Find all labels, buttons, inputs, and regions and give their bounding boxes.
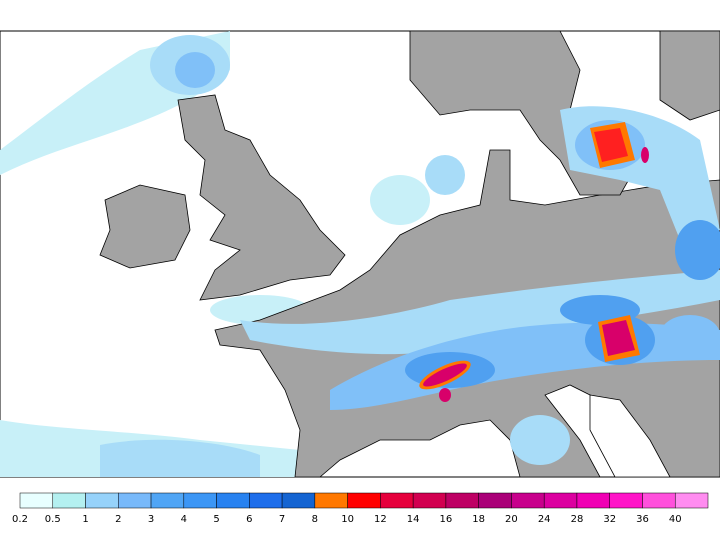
legend-tick-label: 36	[636, 514, 649, 525]
legend-swatch	[150, 492, 185, 509]
legend-swatch	[412, 492, 447, 509]
legend-swatch	[609, 492, 643, 509]
legend-tick-label: 12	[374, 514, 387, 525]
great-britain	[177, 94, 346, 301]
legend-swatch	[118, 492, 152, 509]
legend-swatch	[380, 492, 414, 509]
legend-tick-label: 2	[115, 514, 121, 525]
legend-tick-label: 0.2	[12, 514, 28, 525]
legend-swatch	[85, 492, 119, 509]
map-area	[0, 30, 720, 478]
legend-swatch	[347, 492, 381, 509]
legend-tick-label: 18	[472, 514, 485, 525]
legend-tick-label: 28	[571, 514, 584, 525]
legend-tick-label: 1	[82, 514, 88, 525]
legend-tick-label: 8	[312, 514, 318, 525]
legend-tick-label: 3	[148, 514, 154, 525]
legend-tick-label: 32	[603, 514, 616, 525]
legend-tick-label: 40	[669, 514, 682, 525]
legend-tick-label: 14	[407, 514, 420, 525]
legend-swatch	[281, 492, 316, 509]
legend-swatch	[52, 492, 86, 509]
legend-tick-label: 16	[440, 514, 453, 525]
ireland	[99, 184, 191, 269]
legend-swatch	[543, 492, 578, 509]
legend-tick-label: 10	[341, 514, 354, 525]
legend-tick-label: 5	[213, 514, 219, 525]
finland	[659, 30, 720, 121]
legend-swatch	[478, 492, 512, 509]
legend-tick-label: 4	[181, 514, 187, 525]
legend-swatch	[642, 492, 676, 509]
legend-tick-label: 20	[505, 514, 518, 525]
legend-swatch	[445, 492, 479, 509]
legend-swatch	[674, 492, 709, 509]
legend-tick-label: 7	[279, 514, 285, 525]
legend-swatch	[249, 492, 283, 509]
legend: 0.2 0.5 1 2 3 4 5 6 7 8 10 12 14 16 18 20 24 28 32 36 40	[12, 492, 709, 525]
legend-swatch	[314, 492, 348, 509]
legend-tick-label: 24	[538, 514, 551, 525]
legend-tick-label: 6	[246, 514, 252, 525]
legend-tick-label: 0.5	[45, 514, 61, 525]
adriatic	[589, 394, 671, 478]
legend-swatch	[216, 492, 250, 509]
legend-swatch	[183, 492, 217, 509]
legend-swatch	[19, 492, 54, 509]
legend-swatch	[511, 492, 545, 509]
legend-swatch	[576, 492, 610, 509]
